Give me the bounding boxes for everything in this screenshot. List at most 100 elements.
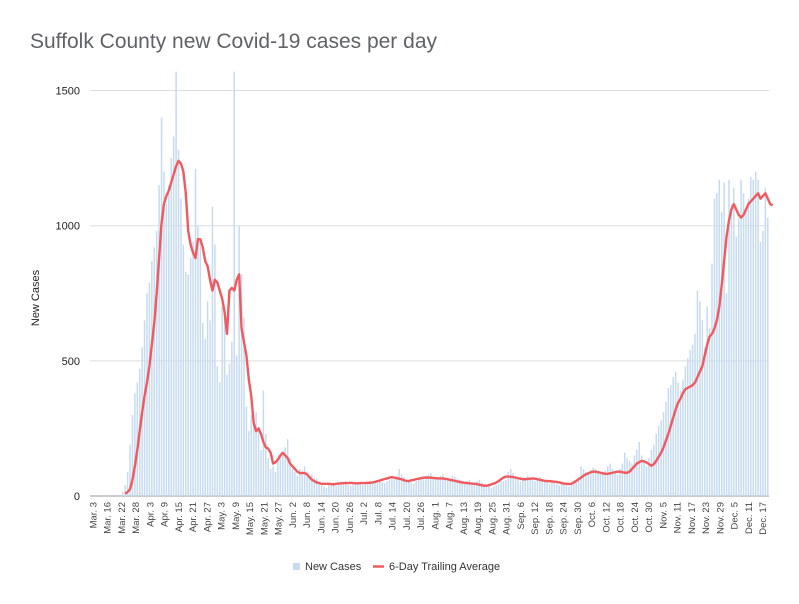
bar: [255, 412, 257, 496]
bar: [514, 477, 517, 496]
bar: [315, 478, 318, 496]
bar: [318, 482, 320, 496]
x-tick-label: Nov. 11: [673, 502, 684, 533]
bar: [619, 468, 621, 496]
bar: [180, 198, 182, 497]
bar: [172, 136, 175, 496]
bar: [599, 473, 602, 496]
bar: [468, 479, 471, 496]
bar: [357, 483, 359, 496]
bar: [534, 481, 536, 496]
bar: [694, 333, 696, 496]
bar: [165, 204, 168, 496]
bar: [621, 463, 624, 496]
bar: [478, 479, 480, 496]
bar: [713, 198, 716, 497]
bar: [505, 479, 507, 496]
bar: [556, 483, 558, 496]
x-tick-label: Jun. 2: [288, 502, 299, 528]
x-tick-label: Apr. 21: [188, 502, 199, 532]
x-tick-label: Apr. 15: [174, 502, 185, 532]
bar: [388, 479, 391, 496]
bar: [272, 466, 274, 496]
bar: [199, 239, 202, 496]
bar: [570, 485, 573, 496]
bar: [434, 478, 437, 496]
bar: [163, 171, 165, 496]
legend-swatch-new-cases: [293, 563, 300, 570]
bar: [238, 225, 240, 496]
bar: [672, 377, 674, 496]
bar: [216, 366, 219, 496]
bar: [311, 474, 313, 496]
bar: [408, 481, 410, 496]
bar: [585, 471, 587, 496]
x-tick-label: Oct. 24: [630, 502, 641, 533]
y-tick-label: 1500: [56, 86, 80, 98]
bar: [427, 474, 430, 496]
bar: [206, 301, 209, 496]
bar: [667, 387, 670, 496]
bar: [429, 473, 432, 496]
bar: [633, 455, 636, 496]
bar: [396, 475, 398, 496]
bar: [267, 458, 269, 496]
bar: [628, 460, 631, 496]
bar: [143, 320, 146, 496]
bar: [657, 425, 660, 496]
bar: [376, 482, 379, 496]
bar: [488, 486, 490, 496]
bar: [374, 481, 376, 496]
bar: [393, 477, 396, 496]
bar: [623, 452, 626, 496]
bar: [674, 371, 677, 496]
bar: [653, 444, 655, 496]
legend-label-trailing-average: 6-Day Trailing Average: [389, 561, 500, 573]
bar: [582, 468, 585, 496]
bar: [762, 231, 764, 496]
bar: [517, 479, 519, 496]
x-tick-label: Sep. 12: [530, 502, 541, 535]
bar: [476, 481, 478, 496]
bar: [650, 450, 653, 496]
x-tick-label: Nov. 23: [701, 502, 712, 534]
bar: [631, 463, 633, 496]
bar: [371, 483, 374, 496]
bar: [192, 241, 194, 496]
bar: [286, 439, 289, 496]
bar: [638, 441, 641, 496]
bar: [417, 479, 420, 496]
bar: [170, 158, 172, 496]
bar: [512, 473, 514, 496]
x-tick-label: Sep. 6: [516, 502, 527, 529]
bar: [723, 182, 725, 496]
bar: [218, 382, 221, 496]
bar: [602, 474, 604, 496]
x-tick-label: Dec. 17: [758, 502, 769, 535]
bar: [328, 485, 330, 496]
x-tick-label: Jun. 14: [316, 502, 327, 533]
bar: [151, 260, 153, 496]
bar: [587, 474, 590, 496]
x-tick-label: Sep. 18: [544, 502, 555, 535]
bar: [764, 187, 767, 496]
bar: [752, 179, 754, 496]
bar: [606, 466, 609, 496]
bar: [148, 282, 151, 496]
bar: [325, 487, 328, 496]
x-tick-label: Nov. 5: [658, 502, 669, 529]
x-tick-label: Apr. 27: [202, 502, 213, 532]
bar: [563, 483, 565, 496]
bar: [767, 217, 769, 496]
bar: [560, 482, 563, 496]
x-tick-label: May. 9: [231, 502, 242, 530]
bar: [526, 475, 529, 496]
bar: [349, 485, 352, 496]
bar: [223, 317, 226, 496]
bar: [383, 483, 386, 496]
x-tick-label: Sep. 30: [573, 502, 584, 535]
bar: [691, 344, 694, 496]
bar: [337, 482, 340, 496]
x-tick-label: Dec. 11: [744, 502, 755, 534]
